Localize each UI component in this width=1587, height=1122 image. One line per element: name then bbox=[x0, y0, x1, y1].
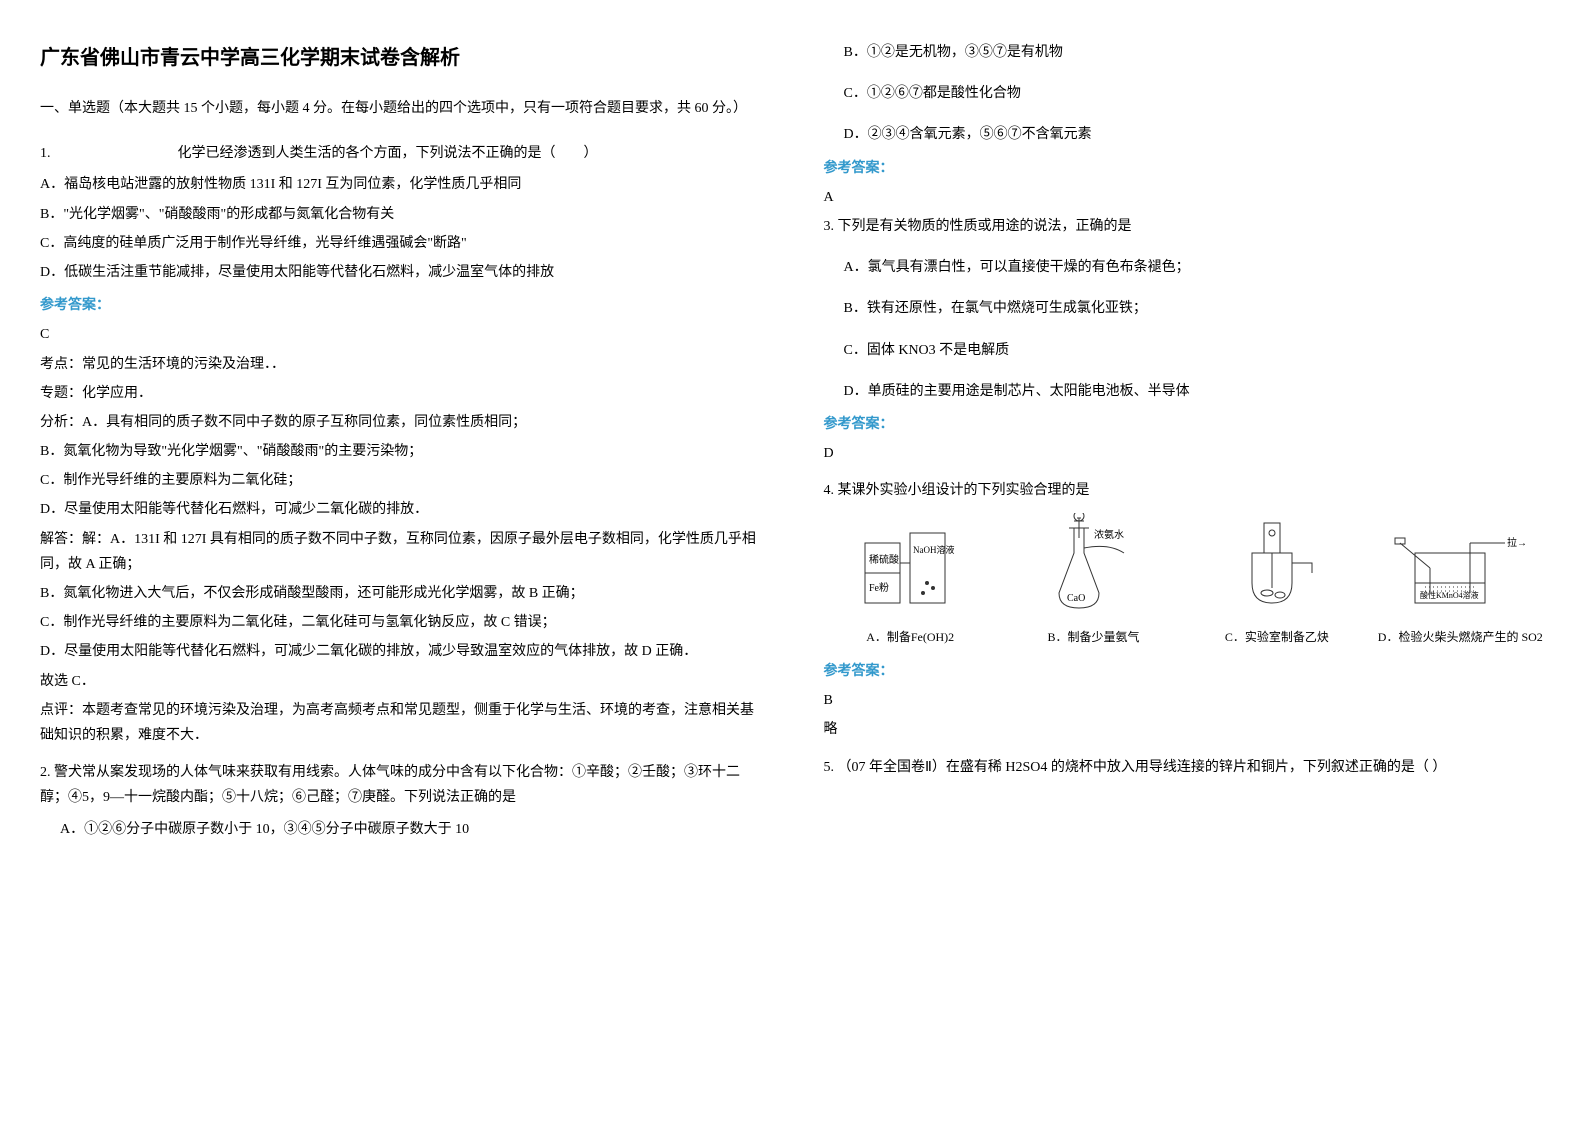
answer-label: 参考答案： bbox=[40, 293, 764, 318]
question-4: 4. 某课外实验小组设计的下列实验合理的是 稀硫酸 Fe粉 NaOH溶液 bbox=[824, 478, 1548, 742]
label: NaOH溶液 bbox=[913, 544, 955, 555]
diagram-caption: D．检验火柴头燃烧产生的 SO2 bbox=[1378, 627, 1543, 649]
option-d: D．单质硅的主要用途是制芯片、太阳能电池板、半导体 bbox=[844, 379, 1548, 404]
label: 拉→ bbox=[1507, 536, 1527, 549]
diagram-row: 稀硫酸 Fe粉 NaOH溶液 A．制备Fe(OH)2 bbox=[824, 513, 1548, 649]
label: 稀硫酸 bbox=[869, 553, 899, 566]
analysis-line: D．尽量使用太阳能等代替化石燃料，可减少二氧化碳的排放，减少导致温室效应的气体排… bbox=[40, 639, 764, 664]
option-a: A．氯气具有漂白性，可以直接使干燥的有色布条褪色； bbox=[844, 255, 1548, 280]
question-text: 2. 警犬常从案发现场的人体气味来获取有用线索。人体气味的成分中含有以下化合物：… bbox=[40, 760, 764, 810]
diagram-d: 拉→ 酸性KMnO4溶液 D．检验火柴头燃烧产生的 SO2 bbox=[1374, 513, 1547, 649]
apparatus-c-icon bbox=[1222, 513, 1332, 623]
question-number: 5. bbox=[824, 760, 835, 775]
option-b: B．①②是无机物，③⑤⑦是有机物 bbox=[844, 40, 1548, 65]
answer-label: 参考答案： bbox=[824, 156, 1548, 181]
question-body: 某课外实验小组设计的下列实验合理的是 bbox=[838, 483, 1090, 498]
label: 浓氨水 bbox=[1094, 528, 1124, 541]
question-number: 4. bbox=[824, 483, 835, 498]
analysis-line: B．氮氧化物为导致"光化学烟雾"、"硝酸酸雨"的主要污染物； bbox=[40, 439, 764, 464]
question-number: 1. bbox=[40, 146, 51, 161]
page-title: 广东省佛山市青云中学高三化学期末试卷含解析 bbox=[40, 40, 764, 76]
analysis-line: 解答：解：A．131I 和 127I 具有相同的质子数不同中子数，互称同位素，因… bbox=[40, 527, 764, 577]
question-body: 警犬常从案发现场的人体气味来获取有用线索。人体气味的成分中含有以下化合物：①辛酸… bbox=[40, 765, 740, 805]
analysis-line: C．制作光导纤维的主要原料为二氧化硅，二氧化硅可与氢氧化钠反应，故 C 错误； bbox=[40, 610, 764, 635]
right-column: B．①②是无机物，③⑤⑦是有机物 C．①②⑥⑦都是酸性化合物 D．②③④含氧元素… bbox=[824, 40, 1548, 854]
question-text: 5. （07 年全国卷Ⅱ）在盛有稀 H2SO4 的烧杯中放入用导线连接的锌片和铜… bbox=[824, 755, 1548, 780]
analysis-line: B．氮氧化物进入大气后，不仅会形成硝酸型酸雨，还可能形成光化学烟雾，故 B 正确… bbox=[40, 581, 764, 606]
option-c: C．固体 KNO3 不是电解质 bbox=[844, 338, 1548, 363]
label: CaO bbox=[1067, 593, 1085, 604]
question-body: 下列是有关物质的性质或用途的说法，正确的是 bbox=[838, 219, 1132, 234]
question-body: 化学已经渗透到人类生活的各个方面，下列说法不正确的是（ ） bbox=[178, 146, 598, 161]
analysis-line: 故选 C． bbox=[40, 669, 764, 694]
apparatus-a-icon: 稀硫酸 Fe粉 NaOH溶液 bbox=[855, 513, 965, 623]
left-column: 广东省佛山市青云中学高三化学期末试卷含解析 一、单选题（本大题共 15 个小题，… bbox=[40, 40, 764, 854]
section-instructions: 一、单选题（本大题共 15 个小题，每小题 4 分。在每小题给出的四个选项中，只… bbox=[40, 96, 764, 121]
option-b: B．"光化学烟雾"、"硝酸酸雨"的形成都与氮氧化合物有关 bbox=[40, 202, 764, 227]
question-body: （07 年全国卷Ⅱ）在盛有稀 H2SO4 的烧杯中放入用导线连接的锌片和铜片，下… bbox=[838, 760, 1447, 775]
diagram-caption: A．制备Fe(OH)2 bbox=[866, 627, 954, 649]
question-number: 3. bbox=[824, 219, 835, 234]
option-d: D．②③④含氧元素，⑤⑥⑦不含氧元素 bbox=[844, 122, 1548, 147]
analysis-line: 考点：常见的生活环境的污染及治理．． bbox=[40, 352, 764, 377]
question-text: 4. 某课外实验小组设计的下列实验合理的是 bbox=[824, 478, 1548, 503]
option-d: D．低碳生活注重节能减排，尽量使用太阳能等代替化石燃料，减少温室气体的排放 bbox=[40, 260, 764, 285]
analysis-line: 分析：A．具有相同的质子数不同中子数的原子互称同位素，同位素性质相同； bbox=[40, 410, 764, 435]
analysis-line: C．制作光导纤维的主要原料为二氧化硅； bbox=[40, 468, 764, 493]
apparatus-b-icon: CaO 浓氨水 bbox=[1039, 513, 1149, 623]
diagram-caption: B．制备少量氨气 bbox=[1048, 627, 1140, 649]
answer-label: 参考答案： bbox=[824, 412, 1548, 437]
question-text: 1. 化学已经渗透到人类生活的各个方面，下列说法不正确的是（ ） bbox=[40, 141, 764, 166]
exam-page: 广东省佛山市青云中学高三化学期末试卷含解析 一、单选题（本大题共 15 个小题，… bbox=[40, 40, 1547, 854]
answer-label: 参考答案： bbox=[824, 659, 1548, 684]
option-a: A．福岛核电站泄露的放射性物质 131I 和 127I 互为同位素，化学性质几乎… bbox=[40, 172, 764, 197]
option-b: B．铁有还原性，在氯气中燃烧可生成氯化亚铁； bbox=[844, 296, 1548, 321]
analysis-line: D．尽量使用太阳能等代替化石燃料，可减少二氧化碳的排放． bbox=[40, 497, 764, 522]
option-a: A．①②⑥分子中碳原子数小于 10，③④⑤分子中碳原子数大于 10 bbox=[60, 817, 764, 842]
apparatus-d-icon: 拉→ 酸性KMnO4溶液 bbox=[1385, 513, 1535, 623]
diagram-caption: C．实验室制备乙炔 bbox=[1225, 627, 1329, 649]
question-5: 5. （07 年全国卷Ⅱ）在盛有稀 H2SO4 的烧杯中放入用导线连接的锌片和铜… bbox=[824, 755, 1548, 780]
question-3: 3. 下列是有关物质的性质或用途的说法，正确的是 A．氯气具有漂白性，可以直接使… bbox=[824, 214, 1548, 466]
diagram-c: C．实验室制备乙炔 bbox=[1190, 513, 1363, 649]
option-c: C．高纯度的硅单质广泛用于制作光导纤维，光导纤维遇强碱会"断路" bbox=[40, 231, 764, 256]
label: Fe粉 bbox=[869, 581, 889, 594]
question-1: 1. 化学已经渗透到人类生活的各个方面，下列说法不正确的是（ ） A．福岛核电站… bbox=[40, 141, 764, 748]
analysis-line: 专题：化学应用． bbox=[40, 381, 764, 406]
question-number: 2. bbox=[40, 765, 51, 780]
analysis-line: 点评：本题考查常见的环境污染及治理，为高考高频考点和常见题型，侧重于化学与生活、… bbox=[40, 698, 764, 748]
option-c: C．①②⑥⑦都是酸性化合物 bbox=[844, 81, 1548, 106]
diagram-b: CaO 浓氨水 B．制备少量氨气 bbox=[1007, 513, 1180, 649]
answer-value: D bbox=[824, 441, 1548, 466]
question-2: 2. 警犬常从案发现场的人体气味来获取有用线索。人体气味的成分中含有以下化合物：… bbox=[40, 760, 764, 842]
answer-value: A bbox=[824, 185, 1548, 210]
diagram-a: 稀硫酸 Fe粉 NaOH溶液 A．制备Fe(OH)2 bbox=[824, 513, 997, 649]
answer-extra: 略 bbox=[824, 717, 1548, 742]
question-text: 3. 下列是有关物质的性质或用途的说法，正确的是 bbox=[824, 214, 1548, 239]
answer-value: B bbox=[824, 688, 1548, 713]
answer-value: C bbox=[40, 322, 764, 347]
